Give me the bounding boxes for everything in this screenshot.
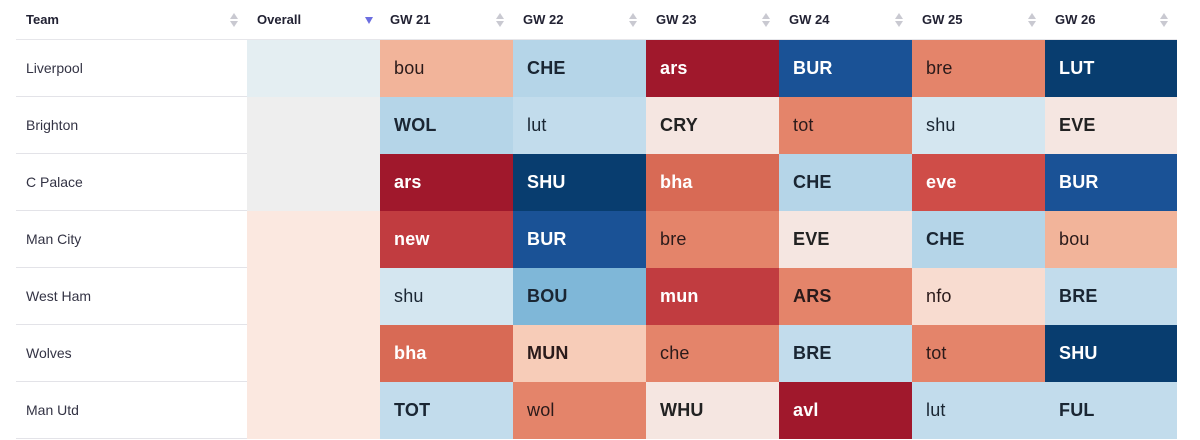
fixture-cell: eve bbox=[912, 154, 1045, 211]
column-header-gw-label: GW 21 bbox=[390, 12, 431, 27]
sort-icon[interactable] bbox=[1027, 12, 1037, 28]
fixture-cell: mun bbox=[646, 268, 779, 325]
fixture-cell: lut bbox=[912, 382, 1045, 439]
sort-icon[interactable] bbox=[628, 12, 638, 28]
team-name: C Palace bbox=[16, 154, 247, 211]
overall-difficulty-cell bbox=[247, 382, 380, 439]
fixture-cell: avl bbox=[779, 382, 912, 439]
column-header-gw[interactable]: GW 25 bbox=[912, 0, 1045, 40]
fixture-difficulty-table: Team Overall GW 21 GW 22 GW 23 GW 24 GW 25 GW… bbox=[16, 0, 1177, 439]
column-header-gw[interactable]: GW 26 bbox=[1045, 0, 1177, 40]
fixture-cell: ARS bbox=[779, 268, 912, 325]
fixture-cell: BUR bbox=[1045, 154, 1177, 211]
sort-icon[interactable] bbox=[1159, 12, 1169, 28]
column-header-gw-label: GW 26 bbox=[1055, 12, 1096, 27]
column-header-gw-label: GW 23 bbox=[656, 12, 697, 27]
fixture-cell: shu bbox=[912, 97, 1045, 154]
column-header-gw[interactable]: GW 23 bbox=[646, 0, 779, 40]
sort-descending-icon[interactable] bbox=[364, 12, 374, 28]
fixture-cell: che bbox=[646, 325, 779, 382]
fixture-cell: bre bbox=[912, 40, 1045, 97]
sort-icon[interactable] bbox=[495, 12, 505, 28]
fixture-cell: ars bbox=[646, 40, 779, 97]
team-name: Liverpool bbox=[16, 40, 247, 97]
fixture-cell: LUT bbox=[1045, 40, 1177, 97]
team-name: Man Utd bbox=[16, 382, 247, 439]
column-header-gw-label: GW 22 bbox=[523, 12, 564, 27]
column-header-gw[interactable]: GW 21 bbox=[380, 0, 513, 40]
overall-difficulty-cell bbox=[247, 211, 380, 268]
fixture-cell: bha bbox=[646, 154, 779, 211]
fixture-cell: EVE bbox=[779, 211, 912, 268]
fixture-cell: TOT bbox=[380, 382, 513, 439]
fixture-cell: new bbox=[380, 211, 513, 268]
team-name: Brighton bbox=[16, 97, 247, 154]
fixture-cell: lut bbox=[513, 97, 646, 154]
fixture-cell: MUN bbox=[513, 325, 646, 382]
fixture-cell: BRE bbox=[779, 325, 912, 382]
fixture-cell: BUR bbox=[779, 40, 912, 97]
column-header-gw-label: GW 24 bbox=[789, 12, 830, 27]
fixture-cell: tot bbox=[779, 97, 912, 154]
fixture-cell: BRE bbox=[1045, 268, 1177, 325]
fixture-cell: CHE bbox=[513, 40, 646, 97]
fixture-cell: BOU bbox=[513, 268, 646, 325]
fixture-cell: ars bbox=[380, 154, 513, 211]
fixture-cell: bha bbox=[380, 325, 513, 382]
column-header-team-label: Team bbox=[26, 12, 59, 27]
fixture-cell: bre bbox=[646, 211, 779, 268]
fixture-cell: shu bbox=[380, 268, 513, 325]
overall-difficulty-cell bbox=[247, 40, 380, 97]
fixture-cell: CHE bbox=[912, 211, 1045, 268]
column-header-gw[interactable]: GW 24 bbox=[779, 0, 912, 40]
overall-difficulty-cell bbox=[247, 97, 380, 154]
sort-icon[interactable] bbox=[229, 12, 239, 28]
column-header-overall-label: Overall bbox=[257, 12, 302, 27]
fixture-cell: WOL bbox=[380, 97, 513, 154]
fixture-cell: FUL bbox=[1045, 382, 1177, 439]
overall-difficulty-cell bbox=[247, 154, 380, 211]
team-name: Wolves bbox=[16, 325, 247, 382]
fixture-cell: SHU bbox=[513, 154, 646, 211]
overall-difficulty-cell bbox=[247, 325, 380, 382]
overall-difficulty-cell bbox=[247, 268, 380, 325]
fixture-cell: SHU bbox=[1045, 325, 1177, 382]
sort-icon[interactable] bbox=[894, 12, 904, 28]
sort-icon[interactable] bbox=[761, 12, 771, 28]
fixture-cell: CRY bbox=[646, 97, 779, 154]
team-name: West Ham bbox=[16, 268, 247, 325]
fixture-cell: BUR bbox=[513, 211, 646, 268]
fixture-cell: bou bbox=[380, 40, 513, 97]
column-header-team[interactable]: Team bbox=[16, 0, 247, 40]
fixture-cell: wol bbox=[513, 382, 646, 439]
fixture-cell: EVE bbox=[1045, 97, 1177, 154]
fixture-cell: bou bbox=[1045, 211, 1177, 268]
fixture-cell: WHU bbox=[646, 382, 779, 439]
column-header-gw-label: GW 25 bbox=[922, 12, 963, 27]
team-name: Man City bbox=[16, 211, 247, 268]
column-header-overall[interactable]: Overall bbox=[247, 0, 380, 40]
fixture-cell: tot bbox=[912, 325, 1045, 382]
fixture-cell: nfo bbox=[912, 268, 1045, 325]
column-header-gw[interactable]: GW 22 bbox=[513, 0, 646, 40]
fixture-cell: CHE bbox=[779, 154, 912, 211]
